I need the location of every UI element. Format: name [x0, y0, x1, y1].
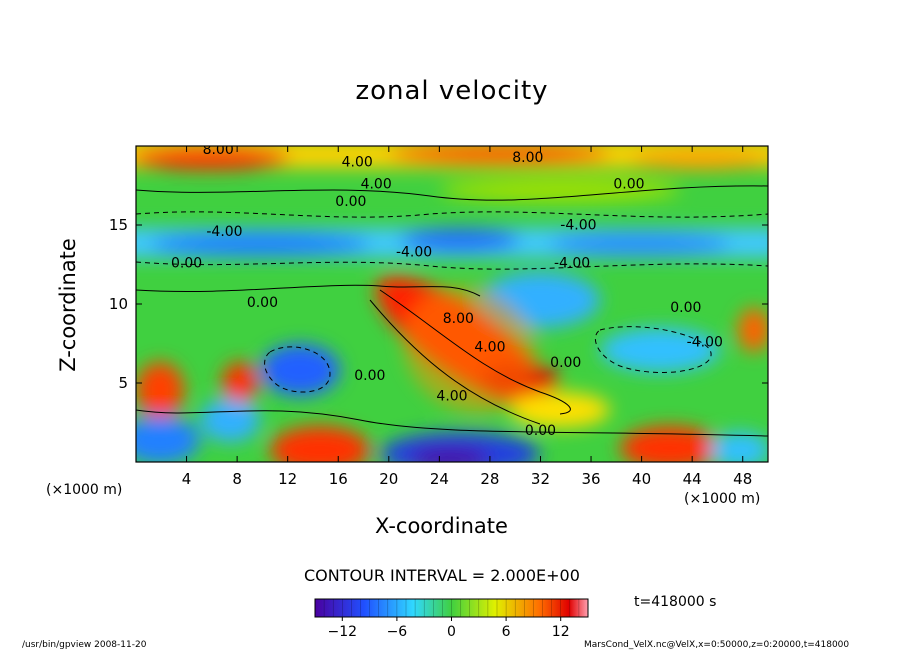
x-tick-label: 20 — [379, 470, 398, 488]
colorbar-tick-label: −12 — [328, 624, 358, 640]
y-tick-label: 5 — [118, 374, 128, 392]
contour-label: 4.00 — [361, 177, 392, 193]
contour-interval: CONTOUR INTERVAL = 2.000E+00 — [304, 566, 580, 585]
contour-label: 0.00 — [335, 194, 366, 210]
colorbar-tick-label: 12 — [552, 624, 570, 640]
contour-label: -4.00 — [560, 218, 596, 234]
contour-label: 0.00 — [354, 368, 385, 384]
contour-label: 4.00 — [436, 388, 467, 404]
contour-labels: 8.004.004.000.008.000.00-4.000.00-4.00-4… — [171, 142, 723, 439]
contour-label: -4.00 — [206, 224, 242, 240]
contour-label: 0.00 — [525, 423, 556, 439]
x-tick-label: 44 — [683, 470, 702, 488]
contour-label: 0.00 — [247, 295, 278, 311]
contour-label: 8.00 — [203, 142, 234, 158]
y-tick-label: 10 — [109, 295, 128, 313]
x-tick-label: 40 — [632, 470, 651, 488]
x-axis-label: X-coordinate — [375, 514, 508, 538]
x-unit-label: (×1000 m) — [684, 491, 761, 507]
chart-title: zonal velocity — [355, 76, 549, 106]
plot-field: 8.004.004.000.008.000.00-4.000.00-4.00-4… — [136, 142, 768, 462]
contour-label: -4.00 — [687, 335, 723, 351]
x-tick-label: 12 — [278, 470, 297, 488]
x-tick-label: 4 — [182, 470, 192, 488]
y-axis-label: Z-coordinate — [56, 238, 80, 372]
colorbar-tick-label: 0 — [447, 624, 456, 640]
x-tick-label: 24 — [430, 470, 449, 488]
contour-label: 8.00 — [443, 311, 474, 327]
y-tick-label: 15 — [109, 216, 128, 234]
x-tick-label: 8 — [232, 470, 242, 488]
x-tick-label: 36 — [581, 470, 600, 488]
y-unit-label: (×1000 m) — [46, 482, 123, 498]
x-tick-label: 28 — [480, 470, 499, 488]
contour-label: -4.00 — [554, 256, 590, 272]
contour-label: 0.00 — [171, 256, 202, 272]
time-label: t=418000 s — [634, 594, 717, 610]
contour-lines — [136, 185, 768, 437]
contour-label: 0.00 — [550, 355, 581, 371]
contour-label: -4.00 — [396, 245, 432, 261]
colorbar-ticks: −12 −6 0 6 12 — [323, 599, 580, 640]
x-tick-label: 48 — [733, 470, 752, 488]
colorbar-tick-label: 6 — [502, 624, 511, 640]
footer-right: MarsCond_VelX.nc@VelX,x=0:50000,z=0:2000… — [584, 640, 850, 650]
contour-label: 0.00 — [613, 177, 644, 193]
contour-label: 0.00 — [670, 300, 701, 316]
contour-label: 4.00 — [474, 339, 505, 355]
footer-left: /usr/bin/gpview 2008-11-20 — [22, 640, 147, 650]
contour-label: 8.00 — [512, 150, 543, 166]
x-tick-label: 32 — [531, 470, 550, 488]
x-tick-label: 16 — [329, 470, 348, 488]
contour-label: 4.00 — [342, 155, 373, 171]
colorbar-tick-label: −6 — [387, 624, 408, 640]
